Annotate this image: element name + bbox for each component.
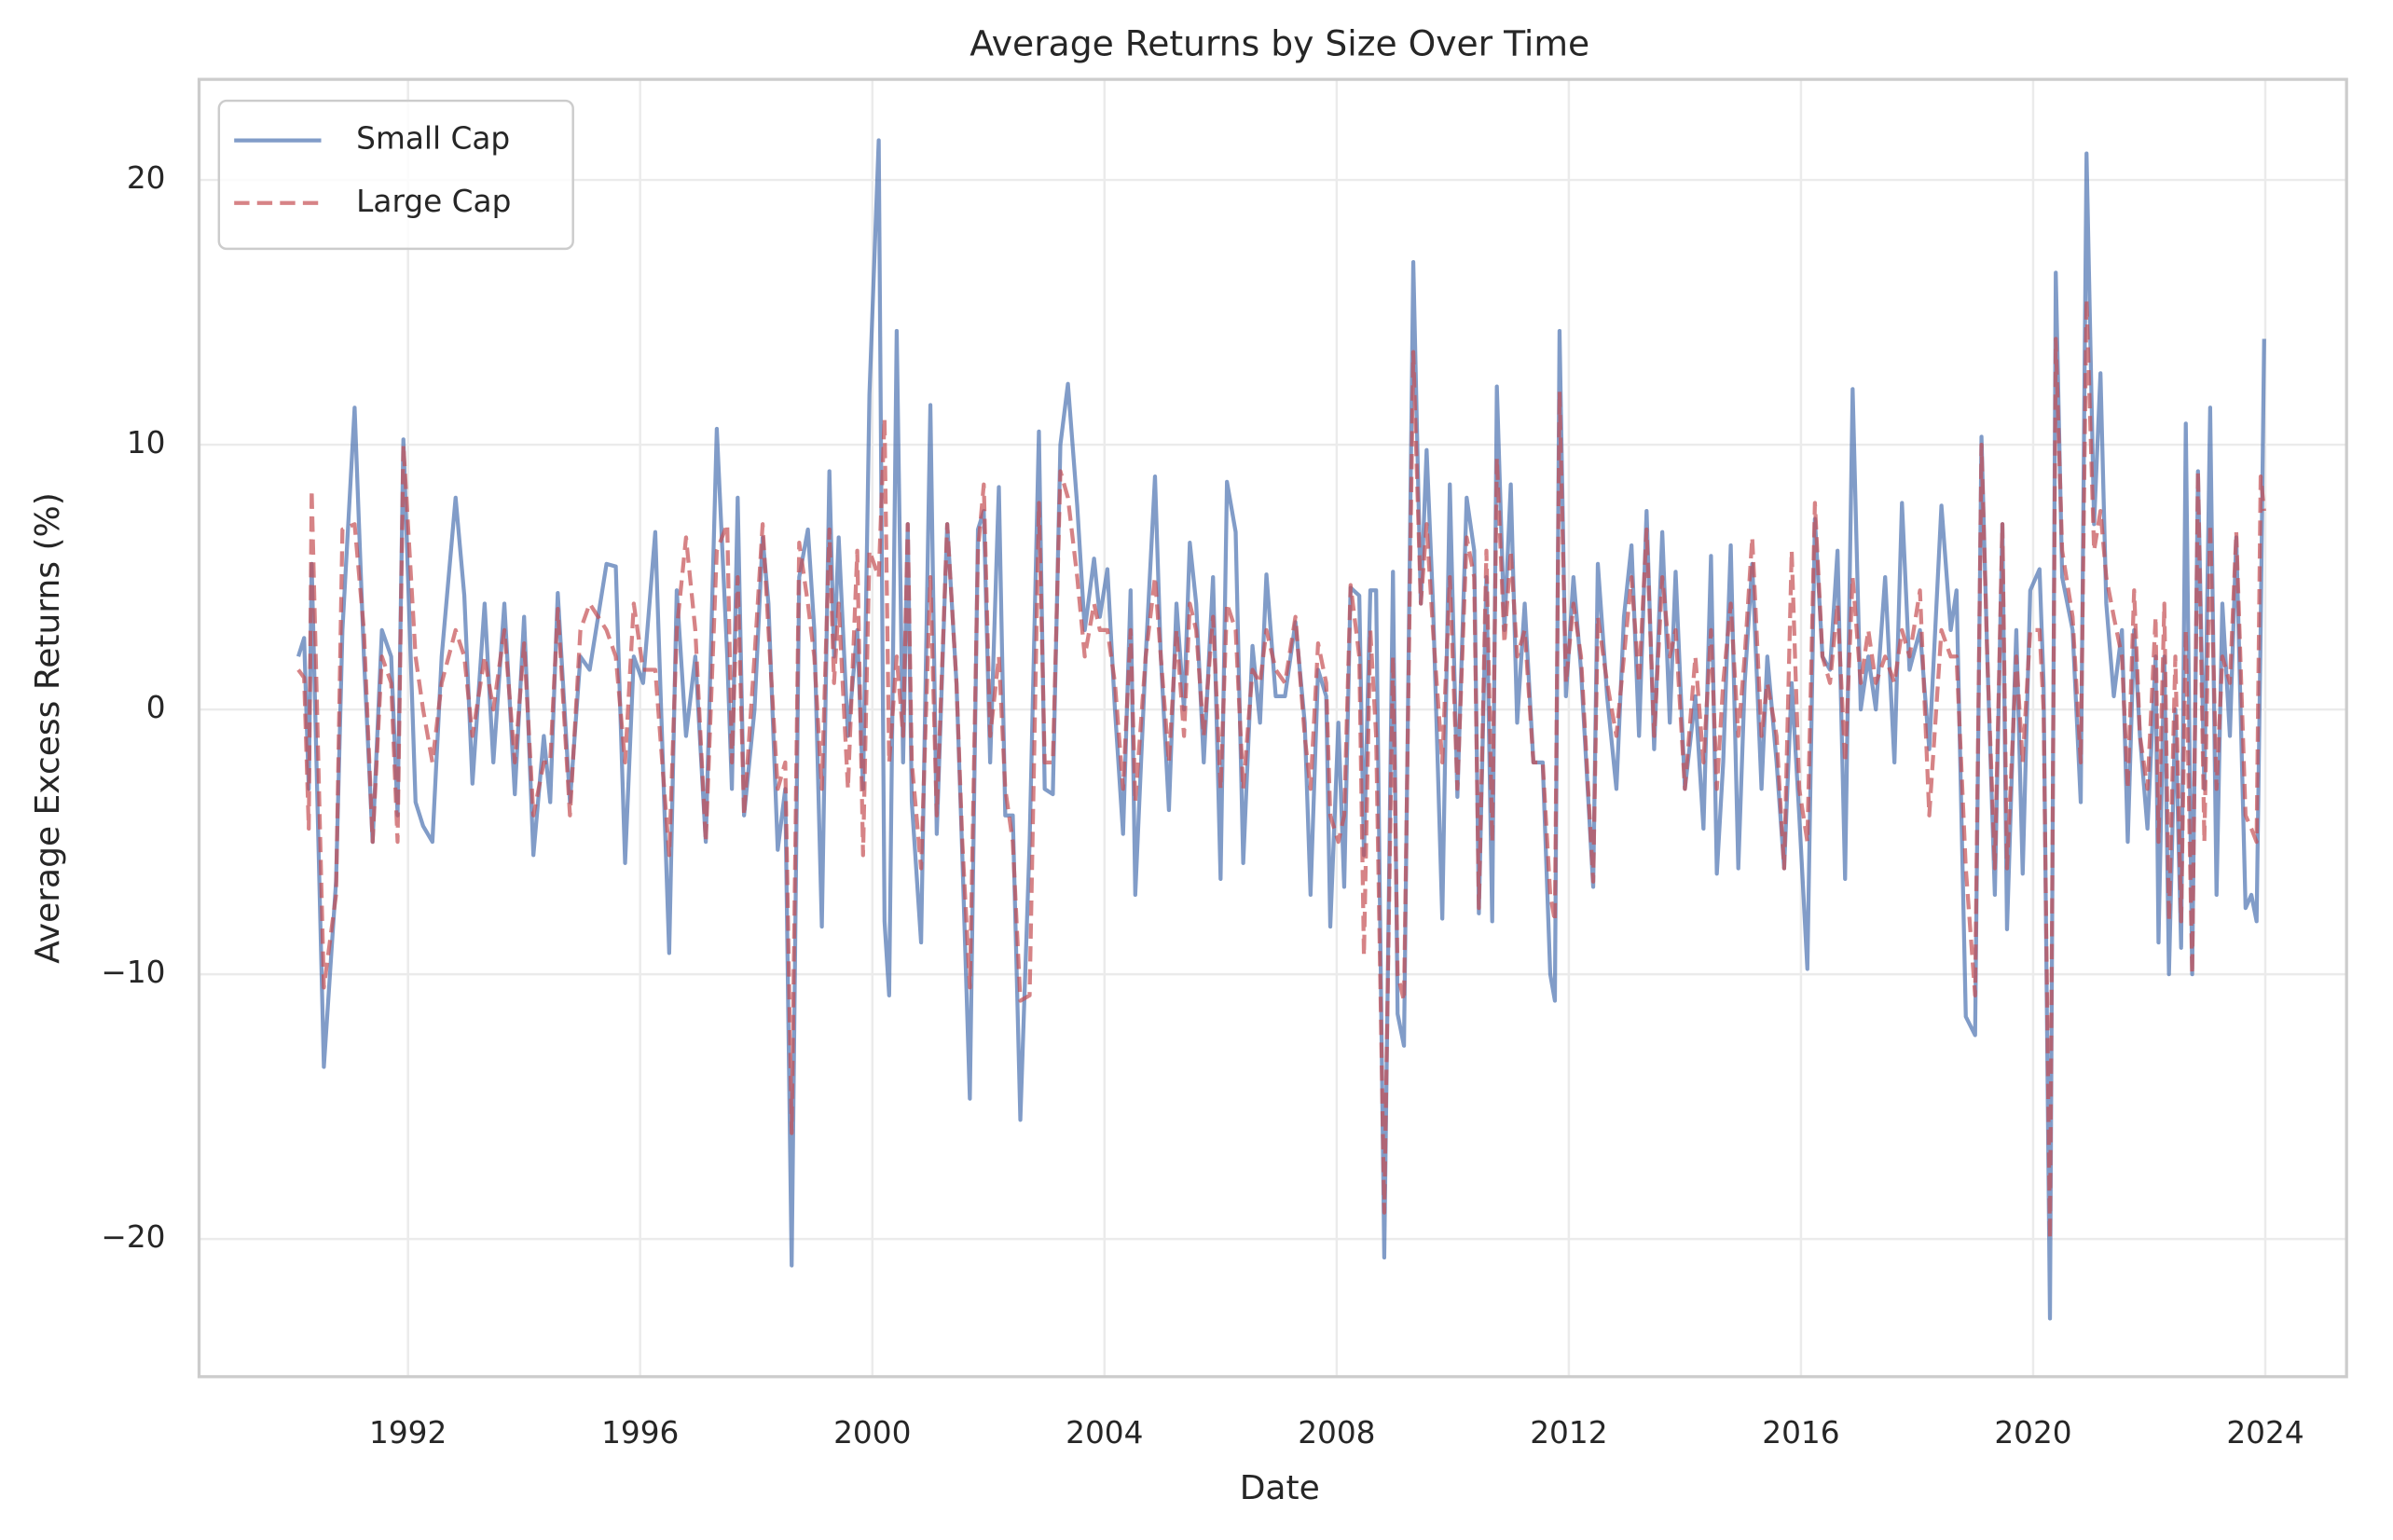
chart-title: Average Returns by Size Over Time: [970, 23, 1589, 64]
x-axis-label: Date: [1240, 1469, 1320, 1507]
y-tick-label: −10: [101, 955, 165, 990]
x-tick-label: 1996: [601, 1415, 679, 1451]
x-tick-label: 2012: [1530, 1415, 1607, 1451]
x-tick-label: 2016: [1762, 1415, 1839, 1451]
y-tick-label: 0: [146, 690, 166, 725]
x-tick-label: 2000: [833, 1415, 911, 1451]
x-tick-label: 2024: [2226, 1415, 2304, 1451]
x-tick-label: 2008: [1298, 1415, 1375, 1451]
y-tick-label: 20: [127, 160, 166, 196]
x-tick-label: 2020: [1994, 1415, 2071, 1451]
legend-label: Large Cap: [356, 184, 511, 219]
series-line: [296, 296, 2266, 1242]
x-tick-label: 2004: [1066, 1415, 1143, 1451]
x-tick-label: 1992: [369, 1415, 447, 1451]
legend-box: [217, 99, 574, 251]
y-tick-label: 10: [127, 425, 166, 461]
y-axis-label: Average Excess Returns (%): [29, 492, 67, 964]
legend-label: Small Cap: [356, 121, 510, 157]
legend: Small Cap Large Cap: [217, 99, 574, 251]
y-tick-label: −20: [101, 1219, 165, 1255]
axes-frame: [197, 77, 2348, 1379]
plot-area: [296, 138, 2266, 1321]
